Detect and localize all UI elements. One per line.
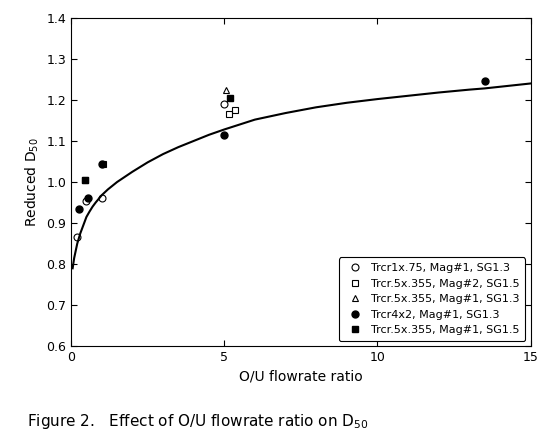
- Text: Figure 2.   Effect of O/U flowrate ratio on D$_{50}$: Figure 2. Effect of O/U flowrate ratio o…: [27, 412, 369, 431]
- Legend: Trcr1x.75, Mag#1, SG1.3, Trcr.5x.355, Mag#2, SG1.5, Trcr.5x.355, Mag#1, SG1.3, T: Trcr1x.75, Mag#1, SG1.3, Trcr.5x.355, Ma…: [339, 258, 525, 341]
- Y-axis label: Reduced D$_{50}$: Reduced D$_{50}$: [24, 137, 40, 227]
- X-axis label: O/U flowrate ratio: O/U flowrate ratio: [239, 370, 363, 384]
